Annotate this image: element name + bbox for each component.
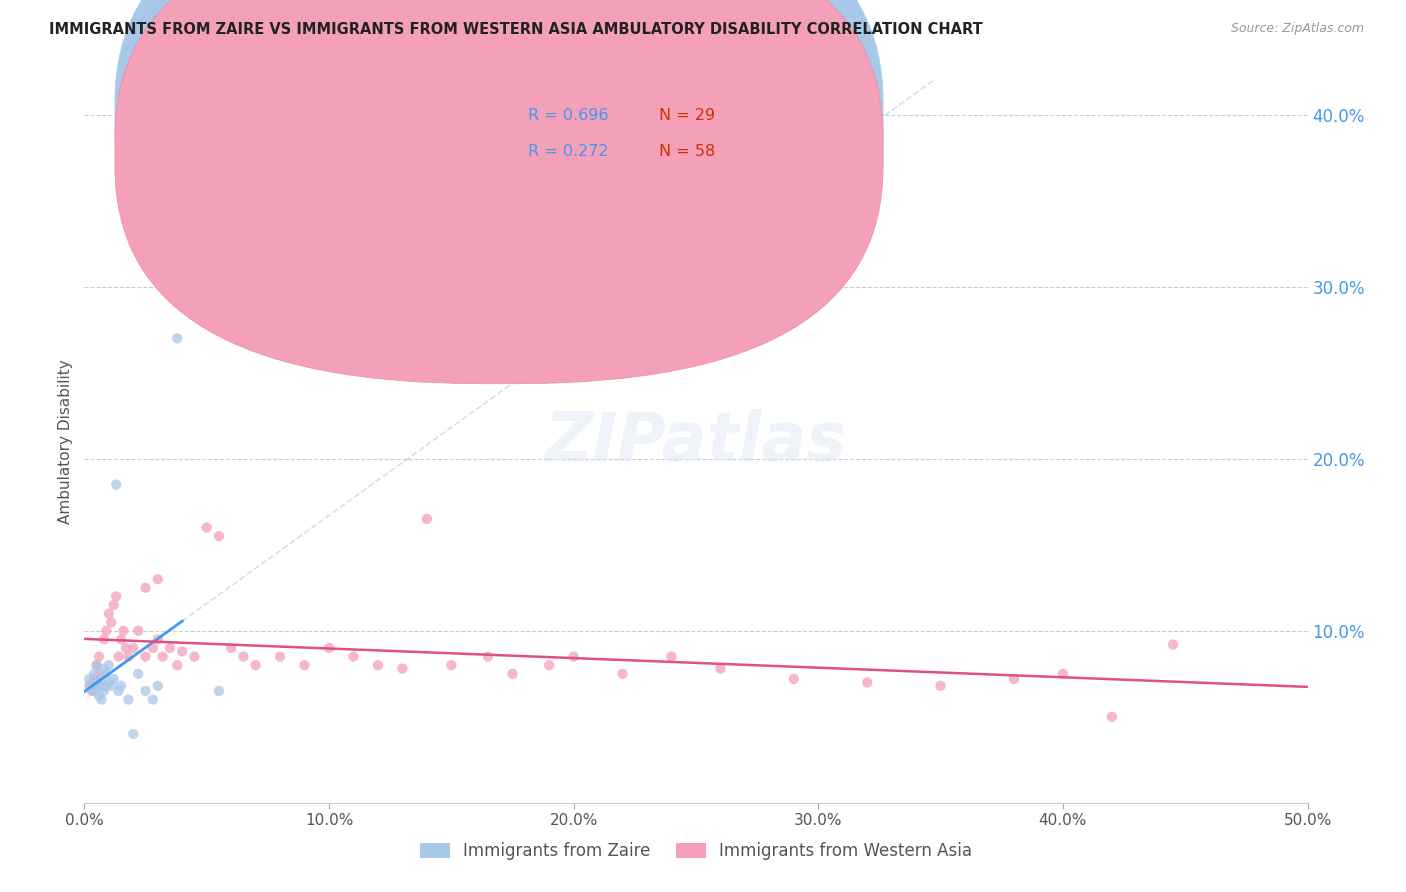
Point — [90, 692, 112, 706]
Point — [87, 679, 110, 693]
Point — [416, 512, 439, 526]
Point — [83, 684, 105, 698]
Point — [100, 679, 122, 693]
Point — [96, 666, 118, 681]
Point — [100, 615, 122, 630]
FancyBboxPatch shape — [115, 0, 883, 349]
Point — [142, 692, 165, 706]
Point — [96, 679, 118, 693]
Legend: Immigrants from Zaire, Immigrants from Western Asia: Immigrants from Zaire, Immigrants from W… — [413, 836, 979, 867]
Point — [562, 649, 585, 664]
Point — [391, 662, 413, 676]
Point — [83, 672, 105, 686]
Point — [440, 658, 463, 673]
Point — [122, 727, 145, 741]
Point — [367, 658, 389, 673]
Point — [142, 640, 165, 655]
Point — [86, 658, 108, 673]
Point — [294, 658, 316, 673]
Point — [117, 692, 139, 706]
Point — [135, 649, 157, 664]
Point — [97, 607, 120, 621]
Point — [135, 581, 157, 595]
Y-axis label: Ambulatory Disability: Ambulatory Disability — [58, 359, 73, 524]
Point — [122, 640, 145, 655]
Point — [77, 679, 100, 693]
Text: N = 29: N = 29 — [659, 108, 716, 123]
Point — [97, 675, 120, 690]
Point — [1052, 666, 1074, 681]
Point — [159, 640, 181, 655]
Point — [195, 520, 218, 534]
Point — [80, 679, 103, 693]
Point — [208, 684, 231, 698]
Point — [502, 666, 524, 681]
Point — [172, 644, 194, 658]
FancyBboxPatch shape — [115, 0, 883, 384]
Point — [90, 672, 112, 686]
Point — [146, 632, 169, 647]
Point — [112, 624, 135, 638]
Point — [86, 675, 108, 690]
Point — [86, 658, 108, 673]
Point — [245, 658, 267, 673]
Point — [152, 649, 174, 664]
Point — [117, 649, 139, 664]
Point — [87, 689, 110, 703]
Point — [77, 672, 100, 686]
Text: IMMIGRANTS FROM ZAIRE VS IMMIGRANTS FROM WESTERN ASIA AMBULATORY DISABILITY CORR: IMMIGRANTS FROM ZAIRE VS IMMIGRANTS FROM… — [49, 22, 983, 37]
Point — [146, 679, 169, 693]
Point — [105, 590, 128, 604]
Point — [318, 640, 340, 655]
Point — [87, 649, 110, 664]
Point — [1161, 638, 1184, 652]
Text: R = 0.696: R = 0.696 — [529, 108, 609, 123]
FancyBboxPatch shape — [470, 91, 782, 174]
Point — [1101, 710, 1123, 724]
Point — [80, 684, 103, 698]
Point — [269, 649, 291, 664]
Point — [538, 658, 561, 673]
Point — [856, 675, 879, 690]
Point — [103, 672, 125, 686]
Point — [86, 675, 108, 690]
Text: R = 0.272: R = 0.272 — [529, 144, 609, 159]
Point — [97, 658, 120, 673]
Point — [110, 632, 132, 647]
Point — [115, 640, 138, 655]
Point — [105, 477, 128, 491]
Point — [90, 679, 112, 693]
Point — [166, 658, 188, 673]
Text: ZIPatlas: ZIPatlas — [546, 409, 846, 475]
Point — [208, 529, 231, 543]
Text: Source: ZipAtlas.com: Source: ZipAtlas.com — [1230, 22, 1364, 36]
Point — [135, 684, 157, 698]
Point — [219, 640, 242, 655]
Point — [87, 666, 110, 681]
Point — [96, 624, 118, 638]
Text: N = 58: N = 58 — [659, 144, 716, 159]
Point — [146, 572, 169, 586]
Point — [107, 684, 129, 698]
Point — [103, 598, 125, 612]
Point — [709, 662, 731, 676]
Point — [127, 666, 149, 681]
Point — [1002, 672, 1025, 686]
Point — [127, 624, 149, 638]
Point — [232, 649, 254, 664]
Point — [93, 684, 115, 698]
Point — [612, 666, 634, 681]
Point — [166, 331, 188, 345]
Point — [93, 662, 115, 676]
Point — [183, 649, 205, 664]
Point — [342, 649, 364, 664]
Point — [477, 649, 499, 664]
Point — [107, 649, 129, 664]
Point — [93, 632, 115, 647]
Point — [929, 679, 952, 693]
Point — [110, 679, 132, 693]
Point — [783, 672, 806, 686]
Point — [661, 649, 683, 664]
Point — [83, 666, 105, 681]
